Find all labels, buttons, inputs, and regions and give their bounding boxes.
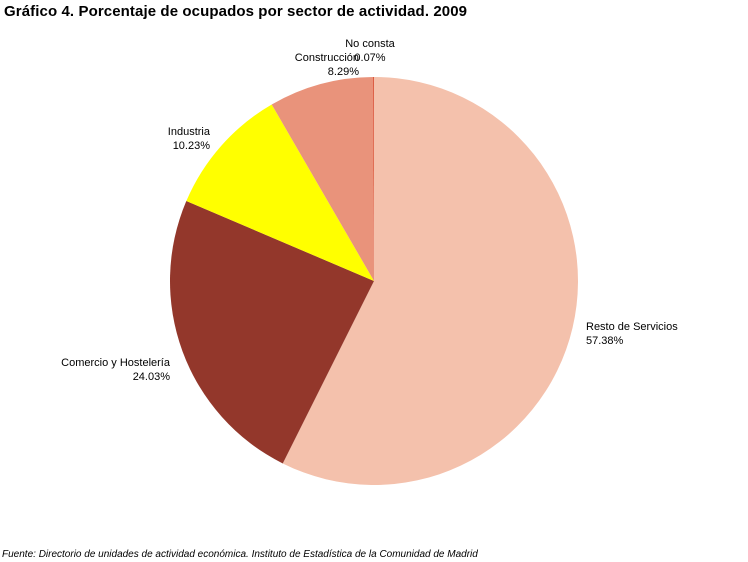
pie-slice (186, 104, 374, 281)
slice-label-name: Resto de Servicios (586, 321, 678, 333)
slice-label-value: 24.03% (133, 371, 171, 383)
slice-label-value: 10.23% (173, 140, 211, 152)
pie-chart: Resto de Servicios 57.38% Comercio y Hoste… (61, 38, 678, 485)
chart-title: Gráfico 4. Porcentaje de ocupados por se… (4, 3, 468, 20)
slice-label: Industria 10.23% (168, 126, 211, 152)
pie-slice (271, 77, 374, 281)
pie-slice (373, 76, 374, 281)
slice-label-value: 57.38% (586, 335, 624, 347)
pie-slice (169, 201, 374, 464)
source-note: Fuente: Directorio de unidades de activi… (2, 549, 478, 560)
slice-label-name: No consta (345, 38, 395, 50)
pie-slice (282, 77, 578, 485)
slice-label: Comercio y Hostelería 24.03% (61, 357, 171, 383)
slice-label: No consta 0.07% (345, 38, 395, 64)
slice-label: Resto de Servicios 57.38% (586, 321, 678, 347)
pie-labels: Resto de Servicios 57.38% Comercio y Hoste… (61, 38, 678, 383)
slice-label-name: Construcción (295, 52, 359, 64)
slice-label-name: Comercio y Hostelería (61, 357, 171, 369)
slice-label: Construcción 8.29% (295, 52, 359, 78)
pie-slices (169, 76, 578, 485)
slice-label-value: 0.07% (354, 52, 385, 64)
slice-label-value: 8.29% (328, 66, 359, 78)
slice-label-name: Industria (168, 126, 211, 138)
